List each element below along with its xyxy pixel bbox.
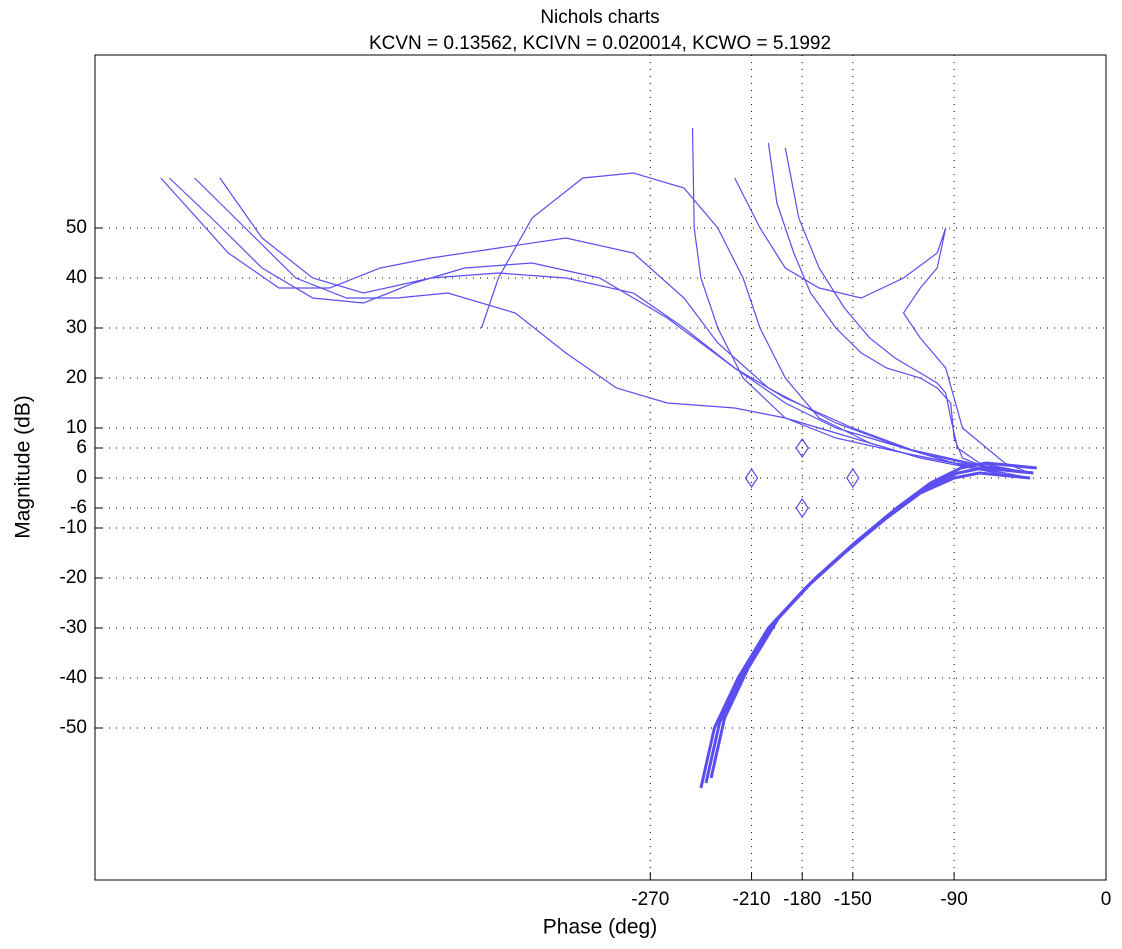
y-tick-label: -6 — [70, 497, 87, 518]
y-tick-label: -20 — [60, 567, 87, 588]
nichols-curve — [784, 147, 1031, 474]
chart-title: Nichols charts — [540, 7, 659, 28]
nichols-curve — [691, 127, 1031, 474]
y-tick-label: 10 — [66, 417, 87, 438]
margin-marker — [795, 437, 809, 459]
y-axis-label: Magnitude (dB) — [12, 395, 35, 539]
y-tick-label: 30 — [66, 317, 87, 338]
y-tick-label: 0 — [76, 467, 87, 488]
nichols-curve — [767, 142, 1031, 474]
margin-marker — [846, 467, 860, 489]
x-tick-label: 0 — [1101, 889, 1112, 910]
x-tick-label: -150 — [834, 889, 872, 910]
nichols-curve — [734, 177, 1031, 474]
y-tick-label: 6 — [76, 437, 87, 458]
x-tick-label: -90 — [940, 889, 967, 910]
nichols-curve — [160, 177, 1022, 474]
plot-frame — [94, 54, 1107, 881]
chart-subtitle: KCVN = 0.13562, KCIVN = 0.020014, KCWO =… — [369, 33, 831, 54]
nichols-curve — [480, 172, 1022, 479]
nichols-curve — [219, 177, 1031, 474]
nichols-curve — [699, 471, 1031, 789]
y-tick-label: -40 — [60, 667, 87, 688]
nichols-curve — [704, 466, 1034, 784]
nichols-curve — [168, 177, 1031, 479]
x-axis-label: Phase (deg) — [543, 916, 657, 939]
x-tick-label: -180 — [783, 889, 821, 910]
y-tick-label: -10 — [60, 517, 87, 538]
y-tick-label: -30 — [60, 617, 87, 638]
y-tick-label: -50 — [60, 717, 87, 738]
y-tick-label: 20 — [66, 367, 87, 388]
y-tick-label: 40 — [66, 267, 87, 288]
x-tick-label: -210 — [733, 889, 771, 910]
margin-marker — [795, 497, 809, 519]
y-tick-label: 50 — [66, 217, 87, 238]
x-tick-label: -270 — [631, 889, 669, 910]
margin-marker — [744, 467, 759, 489]
nichols-curve — [709, 461, 1037, 779]
